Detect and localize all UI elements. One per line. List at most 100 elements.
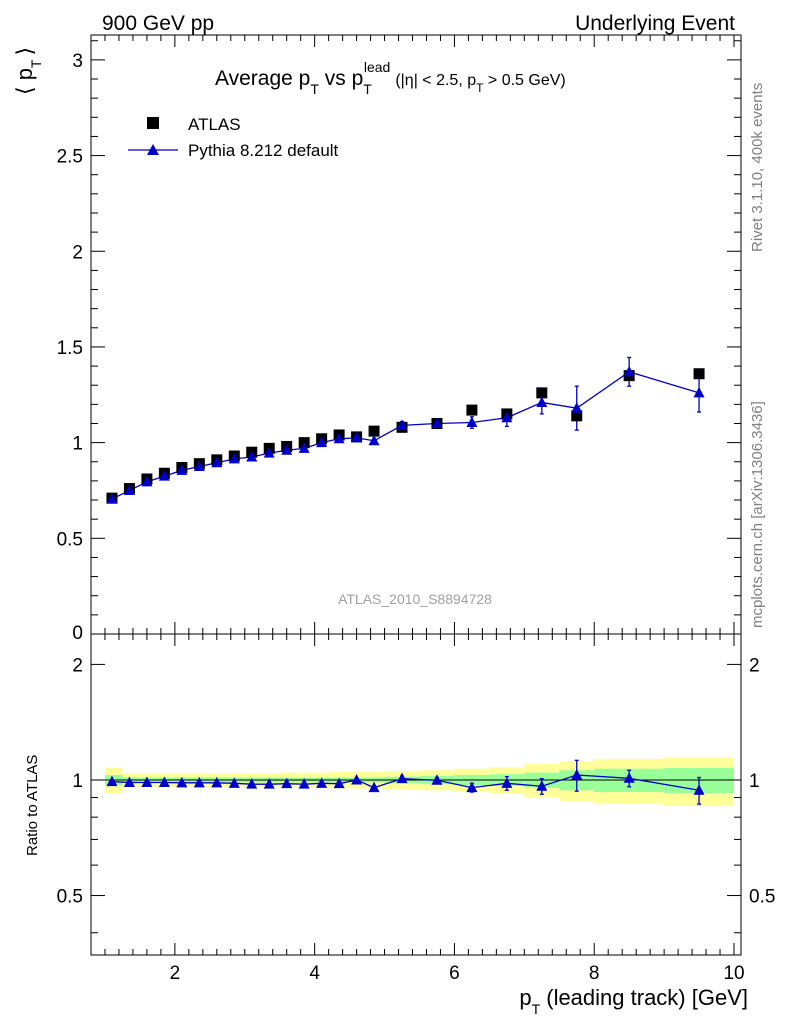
- ratio-data-point: [298, 778, 310, 789]
- ratio-data-point: [263, 778, 275, 789]
- ratio-tick-label-right: 0.5: [749, 887, 775, 908]
- ratio-data-point: [176, 776, 188, 788]
- ratio-data-point: [228, 777, 240, 788]
- mc-data-point: [176, 464, 188, 475]
- atlas-data-point: [536, 387, 548, 399]
- mc-data-point: [246, 450, 258, 462]
- title-sup: lead: [364, 59, 390, 75]
- ratio-data-point: [623, 772, 635, 783]
- ratio-data-point: [466, 781, 478, 793]
- ratio-data-point: [106, 775, 118, 787]
- y-axis-label: ⟨ pT ⟩: [12, 47, 44, 95]
- ratio-data-point: [193, 776, 205, 788]
- legend-mc-label: Pythia 8.212 default: [188, 141, 339, 160]
- title-cut: (|η| < 2.5, p: [395, 72, 476, 89]
- ratio-tick-label-left: 0.5: [57, 887, 83, 908]
- mc-series-line: [111, 371, 700, 500]
- ratio-data-point: [141, 776, 153, 787]
- analysis-watermark: ATLAS_2010_S8894728: [338, 591, 492, 607]
- mc-data-point: [396, 419, 408, 430]
- x-axis-label: pT (leading track) [GeV]: [519, 985, 748, 1017]
- ratio-data-point: [351, 773, 363, 785]
- y-tick-label: 1.5: [57, 338, 83, 359]
- y-tick-label: 2.5: [57, 147, 83, 168]
- ratio-data-point: [211, 776, 223, 788]
- ratio-data-point: [316, 777, 328, 788]
- ratio-frame: [90, 633, 742, 956]
- header-right: Underlying Event: [575, 12, 735, 35]
- ratio-data-point: [501, 777, 513, 788]
- mc-data-point: [368, 434, 380, 446]
- ratio-data-point: [281, 777, 293, 789]
- ratio-data-point: [536, 780, 548, 791]
- mc-data-point: [351, 431, 363, 443]
- x-label-sub: T: [532, 1001, 541, 1017]
- main-panel: 0.5 1 1.5 2 2.5 3 0: [57, 34, 742, 644]
- ratio-data-point: [431, 774, 443, 785]
- mc-data-point: [536, 396, 548, 407]
- y-tick-label-zero: 0: [72, 623, 83, 644]
- mc-data-point: [316, 436, 328, 448]
- mc-data-point: [281, 444, 293, 455]
- title-sub: T: [363, 81, 372, 97]
- mc-data-point: [466, 416, 478, 428]
- header-left: 900 GeV pp: [102, 12, 214, 35]
- ratio-tick-label-right: 1: [749, 771, 760, 792]
- atlas-data-point: [571, 410, 583, 422]
- legend-data-label: ATLAS: [188, 115, 241, 134]
- mc-data-point: [123, 484, 135, 495]
- x-label-rest: (leading track) [GeV]: [540, 985, 748, 1010]
- x-tick-label: 4: [309, 963, 320, 984]
- atlas-data-point: [693, 368, 705, 380]
- x-tick-label: 8: [589, 963, 600, 984]
- title-cut-sub: T: [476, 81, 484, 95]
- legend-mc-marker: [147, 144, 159, 155]
- ratio-data-point: [396, 772, 408, 784]
- x-tick-label: 6: [449, 963, 460, 984]
- ratio-data-point: [693, 784, 705, 795]
- ratio-axis-label: Ratio to ATLAS: [24, 755, 41, 856]
- mc-data-point: [158, 470, 170, 481]
- ratio-tick-label-left: 2: [72, 655, 83, 676]
- ratio-tick-label-left: 1: [72, 771, 83, 792]
- mc-data-point: [141, 475, 153, 487]
- y-tick-label: 1: [72, 434, 83, 455]
- plot-title: Average pT vs pTlead(|η| < 2.5, pT > 0.5…: [215, 59, 566, 97]
- mc-data-point: [228, 452, 240, 464]
- y-label-open: ⟨ p: [12, 68, 37, 95]
- legend: ATLAS Pythia 8.212 default: [128, 115, 339, 160]
- mc-data-point: [211, 456, 223, 468]
- mc-data-point: [693, 386, 705, 398]
- ratio-data-point: [333, 777, 345, 789]
- y-tick-label: 2: [72, 242, 83, 263]
- mc-data-point: [298, 442, 310, 453]
- mc-data-point: [571, 402, 583, 413]
- ratio-data-point: [123, 776, 135, 787]
- mc-data-point: [431, 417, 443, 428]
- x-tick-label: 2: [170, 963, 181, 984]
- mc-data-point: [623, 365, 635, 377]
- atlas-data-point: [466, 404, 478, 416]
- title-part: Average p: [215, 67, 310, 90]
- y-tick-label: 0.5: [57, 529, 83, 550]
- ratio-data-point: [246, 778, 258, 789]
- ratio-tick-label-right: 2: [749, 655, 760, 676]
- mc-data-point: [106, 493, 118, 504]
- atlas-data-point: [368, 425, 380, 437]
- mc-data-point: [193, 460, 205, 472]
- title-cut: > 0.5 GeV): [483, 72, 565, 89]
- mc-data-point: [263, 447, 275, 458]
- y-label-sub: T: [28, 59, 44, 68]
- x-label-p: p: [519, 985, 531, 1010]
- ratio-data-point: [571, 769, 583, 780]
- mcplots-info: mcplots.cern.ch [arXiv:1306.3436]: [749, 401, 766, 628]
- title-part: vs p: [319, 67, 363, 90]
- ratio-panel: 2 4 6 8 10 0.5 0.5 1 1 2 2: [57, 633, 775, 984]
- y-label-close: ⟩: [12, 47, 37, 56]
- mc-data-point: [333, 432, 345, 444]
- mc-data-point: [501, 411, 513, 423]
- legend-data-marker: [147, 117, 159, 129]
- title-sub: T: [310, 81, 319, 97]
- rivet-info: Rivet 3.1.10, 400k events: [749, 83, 766, 252]
